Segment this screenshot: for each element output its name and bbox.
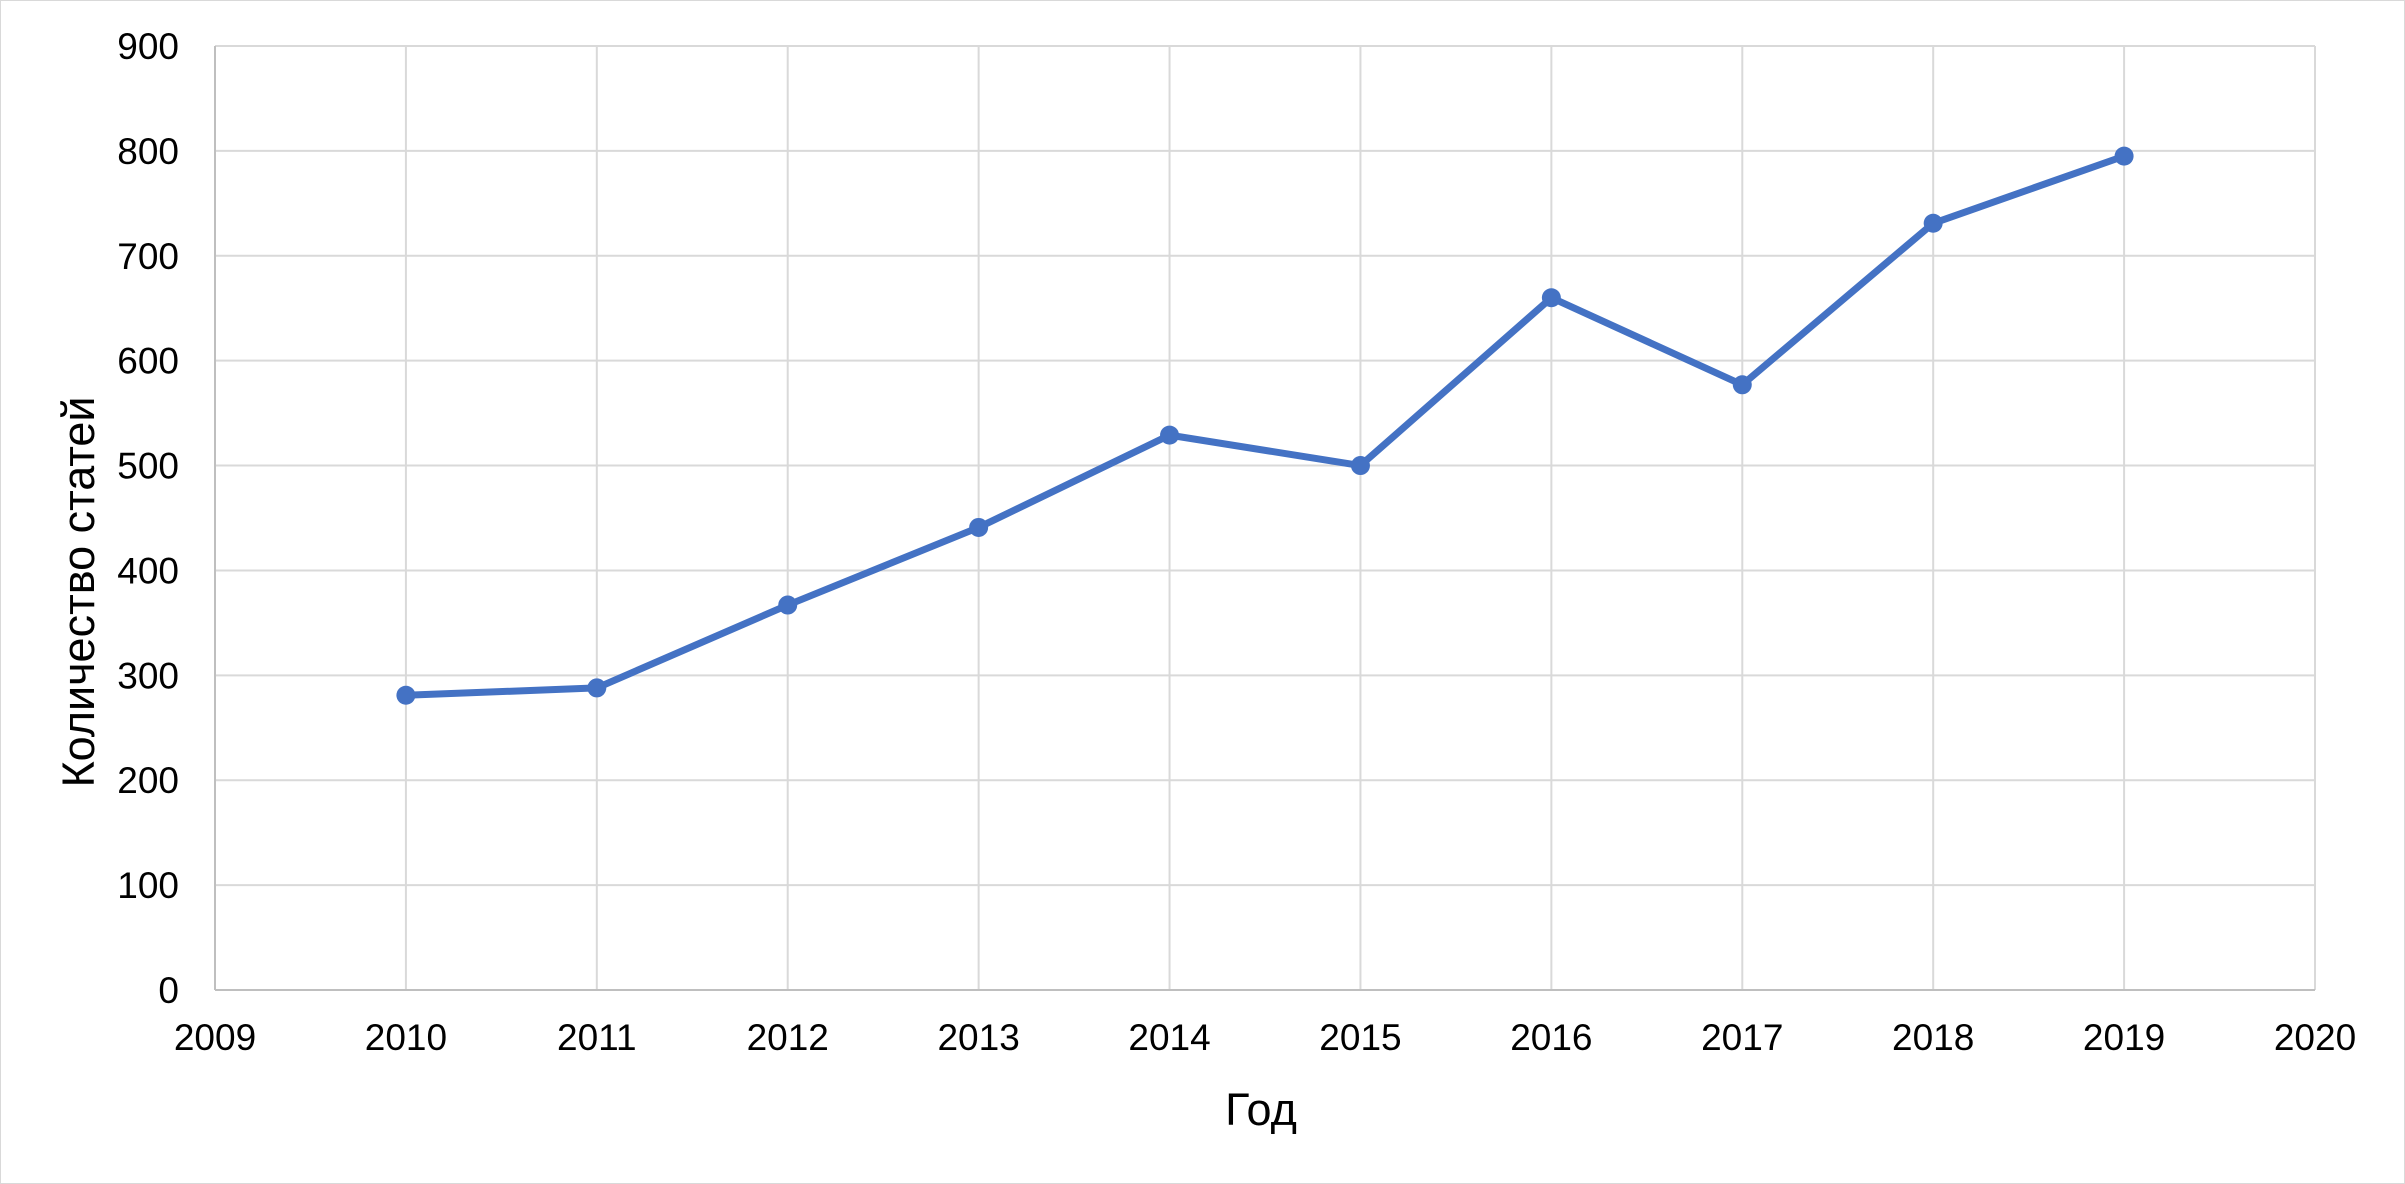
x-tick-label: 2017 (1701, 1017, 1783, 1058)
x-tick-label: 2019 (2083, 1017, 2165, 1058)
data-point (587, 678, 607, 698)
x-tick-label: 2012 (747, 1017, 829, 1058)
data-point (1541, 288, 1561, 308)
x-tick-label: 2018 (1892, 1017, 1974, 1058)
series-line (402, 152, 2128, 699)
x-axis-title: Год (1225, 1084, 1297, 1135)
y-tick-label: 400 (117, 550, 179, 591)
y-tick-label: 700 (117, 236, 179, 277)
y-tick-label: 900 (117, 26, 179, 67)
data-point (1350, 456, 1370, 476)
x-tick-label: 2015 (1319, 1017, 1401, 1058)
data-point (396, 685, 416, 705)
y-tick-label: 0 (158, 970, 179, 1011)
data-point (778, 595, 798, 615)
y-tick-label: 100 (117, 865, 179, 906)
y-axis-title: Количество статей (53, 396, 104, 787)
x-tick-label: 2010 (365, 1017, 447, 1058)
y-tick-label: 600 (117, 341, 179, 382)
series-layer (396, 146, 2134, 705)
data-point (1160, 425, 1180, 445)
y-tick-label: 200 (117, 760, 179, 801)
x-tick-labels: 2009 2010 2011 2012 2013 2014 2015 2016 2017 2018… (174, 1017, 2356, 1058)
y-tick-label: 500 (117, 446, 179, 487)
x-tick-label: 2013 (937, 1017, 1019, 1058)
axes (214, 46, 2315, 991)
data-point (969, 517, 989, 537)
y-tick-label: 300 (117, 655, 179, 696)
x-tick-label: 2016 (1510, 1017, 1592, 1058)
y-tick-label: 800 (117, 131, 179, 172)
x-tick-label: 2014 (1128, 1017, 1210, 1058)
data-point (1923, 213, 1943, 233)
x-tick-label: 2011 (557, 1017, 637, 1058)
data-point (2114, 146, 2134, 166)
gridlines (215, 45, 2316, 990)
x-tick-label: 2009 (174, 1017, 256, 1058)
y-tick-labels: 0 100 200 300 400 500 600 700 800 900 (117, 26, 179, 1011)
data-point (1732, 375, 1752, 395)
x-tick-label: 2020 (2274, 1017, 2356, 1058)
